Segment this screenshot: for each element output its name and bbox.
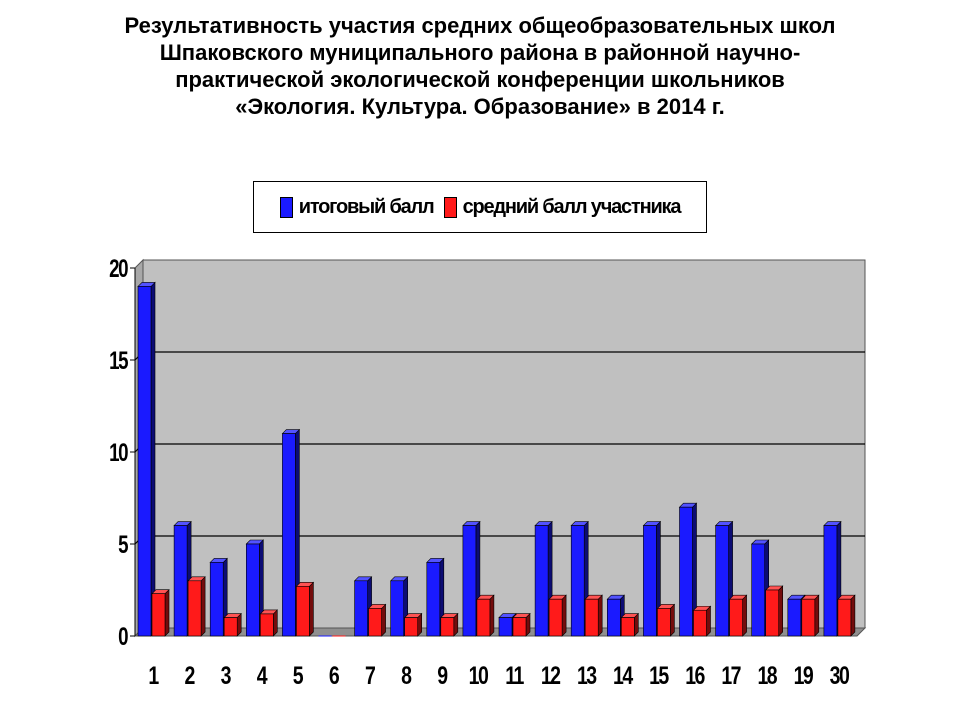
bar-series-1 (498, 617, 513, 637)
title-line: Результативность участия средних общеобр… (124, 13, 836, 38)
title-line: практической экологической конференции ш… (175, 67, 785, 92)
bar-series-2-side (670, 603, 675, 637)
y-tick-label: 10 (109, 438, 128, 466)
y-tick-label: 5 (118, 530, 128, 558)
y-tick-label: 0 (118, 622, 128, 650)
x-tick-label: 15 (649, 662, 669, 690)
legend-label: средний балл участника (462, 195, 682, 218)
x-tick-label: 14 (613, 662, 634, 690)
bar-series-1 (246, 543, 260, 637)
bar-series-2-side (597, 594, 603, 637)
bar-series-2 (476, 598, 491, 637)
x-tick-label: 7 (365, 662, 375, 690)
bar-series-1 (173, 525, 188, 637)
x-tick-label: 30 (830, 662, 850, 690)
bar-series-2-side (706, 605, 711, 637)
x-tick-label: 12 (541, 662, 561, 690)
bar-series-2 (765, 589, 780, 637)
x-tick-label: 13 (577, 662, 597, 690)
bar-series-2 (259, 613, 274, 637)
bar-series-2-side (742, 594, 747, 637)
x-tick-label: 18 (757, 662, 777, 690)
legend-item-series-2: средний балл участника (443, 195, 682, 219)
bar-series-1 (606, 598, 621, 637)
x-tick-label: 16 (685, 662, 705, 690)
bar-series-2 (404, 617, 419, 637)
bar-series-2 (440, 617, 455, 637)
bar-series-2 (512, 617, 527, 637)
bar-series-2 (620, 617, 635, 637)
x-tick-label: 17 (721, 662, 741, 690)
bar-series-2-side (309, 581, 314, 637)
bar-series-1-side (150, 281, 156, 637)
x-tick-label: 1 (148, 662, 158, 690)
bar-series-1 (643, 525, 657, 637)
bar-series-2 (657, 608, 671, 637)
bar-series-1 (462, 525, 477, 637)
y-tick-label: 20 (109, 254, 128, 282)
bar-series-1 (715, 525, 729, 637)
bar-series-2 (151, 593, 166, 637)
bar-series-2-side (778, 585, 784, 637)
bar-series-2 (693, 609, 707, 637)
x-tick-label: 4 (257, 662, 268, 690)
bar-series-1 (390, 580, 405, 637)
x-tick-label: 10 (469, 662, 489, 690)
title-line: «Экология. Культура. Образование» в 2014… (235, 94, 725, 119)
bar-series-2-side (200, 576, 206, 637)
bar-series-2 (584, 598, 599, 637)
legend-swatch-red (443, 196, 457, 218)
bar-series-1 (282, 433, 296, 637)
bar-series-2 (801, 598, 816, 637)
x-tick-label: 3 (221, 662, 231, 690)
legend-swatch-blue (279, 196, 293, 218)
title-line: Шпаковского муниципального района в райо… (159, 40, 801, 65)
legend-label: итоговый балл (298, 195, 435, 218)
bar-series-1 (534, 525, 549, 637)
bar-series-2-side (561, 594, 567, 637)
bar-series-2 (729, 598, 743, 637)
bar-series-1 (209, 562, 224, 637)
bar-series-1 (354, 580, 368, 637)
bar-series-2-side (850, 594, 856, 637)
bar-series-1 (787, 598, 802, 637)
legend-item-series-1: итоговый балл (279, 195, 435, 219)
bar-series-2 (223, 617, 238, 637)
chart-legend: итоговый балл средний балл участника (253, 181, 707, 233)
x-tick-label: 11 (505, 662, 524, 690)
page-title: Результативность участия средних общеобр… (20, 12, 940, 120)
x-tick-label: 6 (329, 662, 339, 690)
bar-series-2 (548, 598, 563, 637)
bar-series-2 (296, 586, 310, 637)
x-tick-label: 5 (293, 662, 303, 690)
y-tick-label: 15 (109, 346, 128, 374)
bar-series-2-side (272, 609, 278, 637)
x-tick-label: 2 (185, 662, 195, 690)
bar-series-2-side (381, 603, 386, 637)
bar-series-1 (426, 562, 441, 637)
bar-series-2 (837, 598, 852, 637)
bar-series-1 (137, 286, 152, 637)
bar-series-2 (368, 608, 382, 637)
bar-series-1 (570, 525, 585, 637)
bar-series-2 (187, 580, 202, 637)
bar-series-2-side (489, 594, 495, 637)
bar-series-2-side (814, 594, 820, 637)
x-tick-label: 9 (437, 662, 447, 690)
bar-series-1 (679, 506, 693, 637)
x-tick-label: 19 (794, 662, 814, 690)
bar-series-1 (751, 543, 766, 637)
bar-series-2-side (164, 588, 170, 637)
x-tick-label: 8 (401, 662, 411, 690)
bar-series-1 (823, 525, 838, 637)
